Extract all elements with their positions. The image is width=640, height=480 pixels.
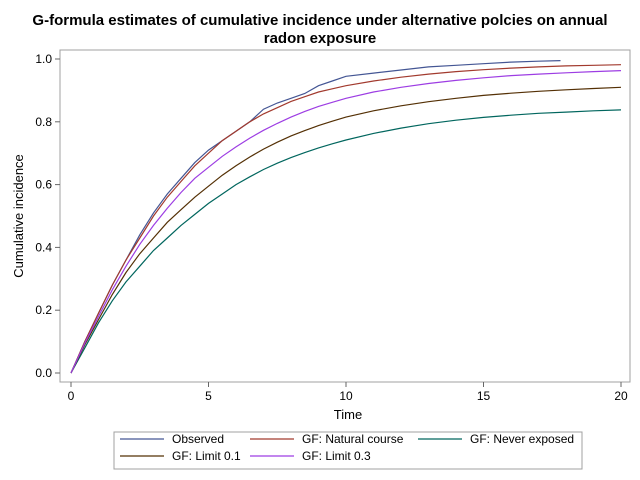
series-line-4 (70, 70, 622, 374)
series-line-3 (70, 86, 622, 374)
y-tick-label: 0.2 (35, 303, 52, 317)
y-tick-label: 0.4 (35, 240, 52, 254)
legend: Observed GF: Natural course GF: Never expo… (120, 432, 574, 463)
legend-label: GF: Limit 0.1 (172, 449, 241, 463)
x-tick-label: 5 (205, 389, 212, 403)
x-axis: 0 5 10 15 20 (68, 382, 628, 403)
legend-box (113, 431, 583, 470)
x-tick-label: 20 (614, 389, 628, 403)
y-tick-label: 0.8 (35, 115, 52, 129)
series-line-2 (70, 109, 622, 374)
x-axis-label: Time (334, 407, 362, 422)
y-tick-label: 1.0 (35, 52, 52, 66)
legend-label: GF: Natural course (302, 432, 404, 446)
legend-label: Observed (172, 432, 224, 446)
plot-area-frame (59, 49, 631, 383)
series-lines (70, 60, 622, 374)
x-tick-label: 0 (68, 389, 75, 403)
legend-label: GF: Limit 0.3 (302, 449, 371, 463)
series-line-0 (70, 60, 561, 374)
y-axis-label: Cumulative incidence (11, 154, 26, 278)
chart-title-line-2: radon exposure (264, 30, 377, 47)
legend-label: GF: Never exposed (470, 432, 574, 446)
x-tick-label: 15 (477, 389, 491, 403)
y-tick-label: 0.0 (35, 366, 52, 380)
series-line-1 (70, 64, 622, 374)
y-axis: 0.0 0.2 0.4 0.6 0.8 1.0 (35, 52, 60, 380)
x-tick-label: 10 (339, 389, 353, 403)
chart-title-line-1: G-formula estimates of cumulative incide… (32, 12, 607, 29)
y-tick-label: 0.6 (35, 178, 52, 192)
